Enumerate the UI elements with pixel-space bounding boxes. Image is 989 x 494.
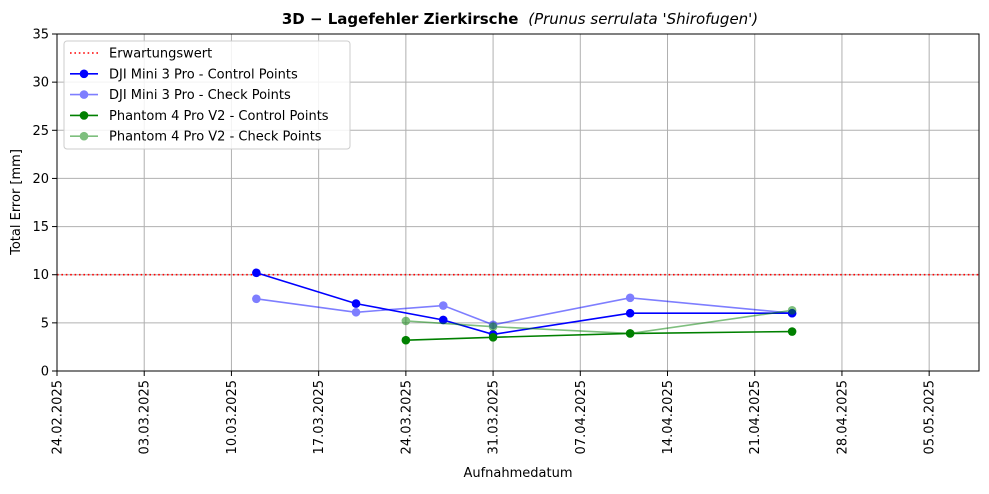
x-tick-label: 24.03.2025 [399,380,414,454]
x-tick-label: 03.03.2025 [138,380,153,454]
x-tick-label: 14.04.2025 [661,380,676,454]
legend-marker [70,90,98,99]
legend-label: DJI Mini 3 Pro - Control Points [109,67,298,82]
legend-dot [79,111,89,120]
legend-entry: Phantom 4 Pro V2 - Control Points [70,109,329,124]
x-tick-label: 17.03.2025 [312,380,327,454]
legend-box [63,40,351,150]
data-point [351,299,361,308]
chart-title-italic: (Prunus serrulata 'Shirofugen') [528,10,758,28]
legend-entry: DJI Mini 3 Pro - Check Points [70,88,291,103]
legend-marker [70,69,98,79]
data-point [252,268,261,278]
series [401,306,797,338]
legend-marker [70,111,98,120]
data-point [401,316,411,326]
y-tick-label: 15 [32,220,49,235]
axes [52,33,980,376]
legend-entry: DJI Mini 3 Pro - Control Points [70,67,298,82]
y-tick-label: 0 [41,365,49,380]
plot-frame [56,33,980,372]
legend: Erwartungswert DJI Mini 3 Pro - Control P… [63,40,351,150]
data-point [401,335,411,345]
series [252,293,797,330]
x-tick-label: 21.04.2025 [748,380,763,454]
y-tick-label: 35 [32,28,49,43]
x-tick-label: 07.04.2025 [574,380,589,454]
x-tick-label: 05.05.2025 [923,380,938,454]
y-tick-label: 5 [41,316,49,331]
y-tick-labels: 0 5 10 15 20 25 30 35 [32,28,49,380]
x-tick-labels: 24.02.2025 03.03.2025 10.03.2025 17.03.2025… [51,380,938,454]
data-point [625,308,635,318]
data-point [488,322,498,332]
legend-marker [70,131,98,141]
data-point [351,307,361,317]
data-point [787,306,797,315]
legend-label: Phantom 4 Pro V2 - Control Points [109,109,329,124]
data-point [625,293,635,303]
legend-entry: Phantom 4 Pro V2 - Check Points [70,130,322,145]
series-line [256,272,793,336]
legend-dot [79,69,89,79]
x-tick-label: 10.03.2025 [225,380,240,454]
y-tick-label: 20 [32,172,49,187]
legend-dot [79,131,89,141]
series-line [405,309,793,335]
legend-label: Erwartungswert [109,47,212,62]
x-tick-label: 31.03.2025 [487,380,502,454]
x-axis-label: Aufnahmedatum [463,466,572,481]
y-tick-label: 30 [32,76,49,91]
legend-entry: Erwartungswert [70,47,212,62]
y-tick-label: 25 [32,124,49,139]
data-point [438,301,448,310]
legend-label: DJI Mini 3 Pro - Check Points [109,88,291,103]
y-axis-label: Total Error [mm] [9,149,24,256]
data-point [488,333,498,342]
legend-dot [79,90,89,99]
series-line [256,297,793,326]
series-group [252,268,797,345]
data-point [252,294,261,304]
data-point [438,315,448,325]
legend-label: Phantom 4 Pro V2 - Check Points [109,130,322,145]
x-tick-label: 28.04.2025 [835,380,850,454]
chart-title-bold: 3D − Lagefehler Zierkirsche [282,10,519,28]
series-line [405,330,793,341]
data-point [625,329,635,338]
chart-title: 3D − Lagefehler Zierkirsche (Prunus serr… [282,10,758,28]
series [401,327,797,345]
y-tick-label: 10 [32,268,49,283]
data-point [787,327,797,336]
x-tick-label: 24.02.2025 [51,380,66,454]
